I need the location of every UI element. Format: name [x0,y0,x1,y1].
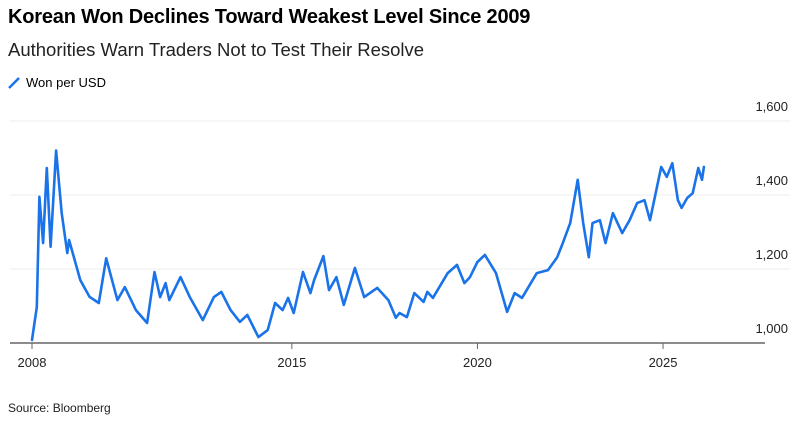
source-note: Source: Bloomberg [8,401,111,415]
legend-label: Won per USD [26,75,106,90]
y-tick-label: 1,000 [755,321,788,336]
y-tick-label: 1,200 [755,247,788,262]
y-tick-label: 1,400 [755,173,788,188]
x-tick-label: 2025 [649,355,678,370]
legend: Won per USD [8,75,106,90]
y-tick-label: 1,600 [755,99,788,114]
x-tick-label: 2020 [463,355,492,370]
legend-line-icon [8,76,20,89]
x-tick-label: 2015 [277,355,306,370]
chart-title: Korean Won Declines Toward Weakest Level… [8,6,531,28]
series-line-won-per-usd [30,149,706,342]
x-tick-label: 2008 [18,355,47,370]
chart-subtitle: Authorities Warn Traders Not to Test The… [8,39,425,60]
